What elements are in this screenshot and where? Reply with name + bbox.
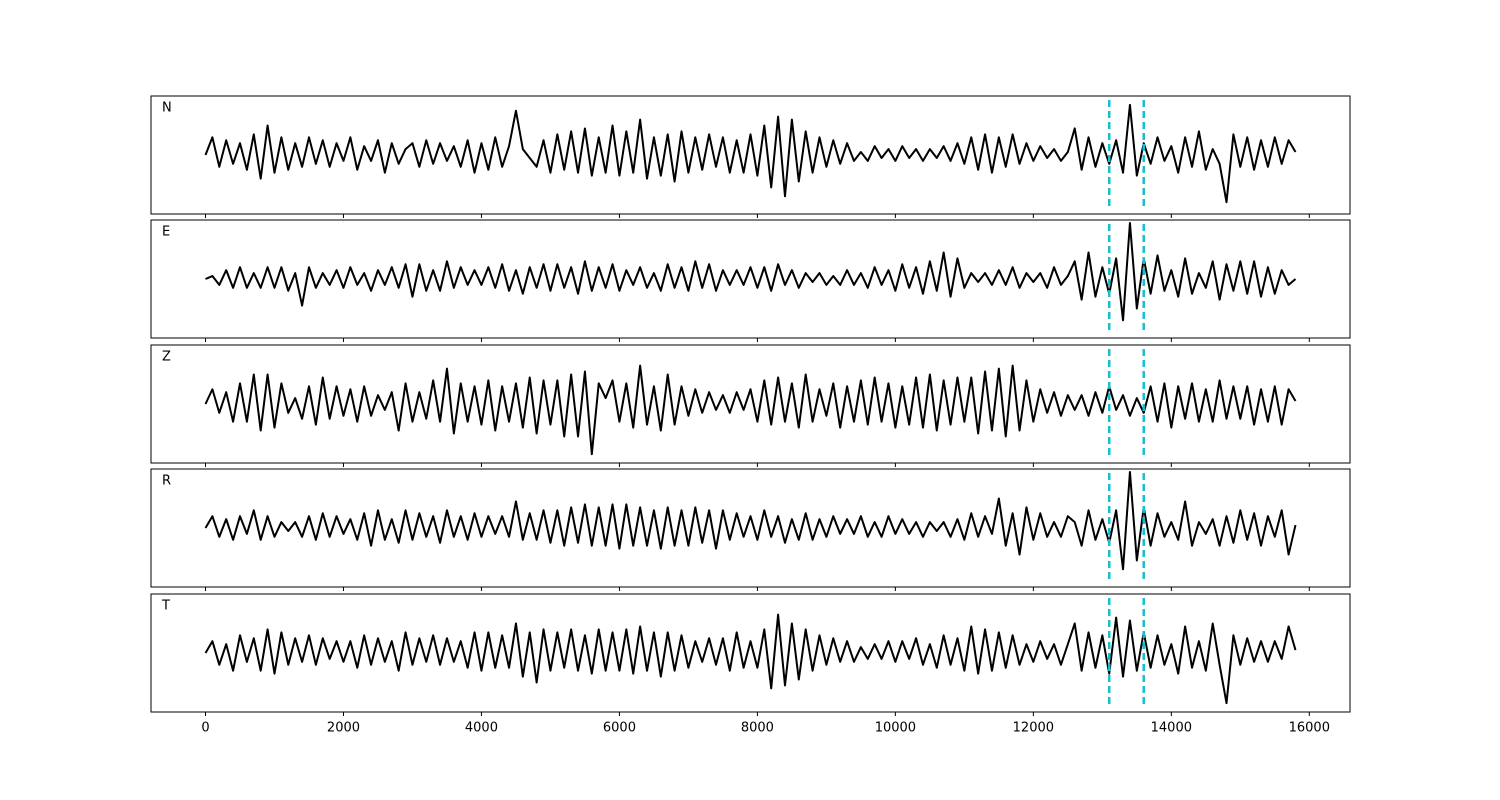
trace — [204, 103, 1297, 204]
x-tick-label: 8000 — [741, 721, 774, 736]
panel-frame — [150, 344, 1351, 464]
panel-label: N — [162, 101, 172, 116]
trace — [204, 364, 1297, 456]
x-tick-label: 0 — [201, 721, 209, 736]
x-tick-label: 12000 — [1013, 721, 1054, 736]
panel-frame — [150, 593, 1351, 713]
trace — [204, 470, 1297, 571]
x-tick-label: 14000 — [1151, 721, 1192, 736]
x-tick-label: 2000 — [327, 721, 360, 736]
x-tick-label: 6000 — [603, 721, 636, 736]
panel-label: E — [162, 225, 170, 240]
panel-frame — [150, 219, 1351, 339]
panel-label: Z — [162, 350, 171, 365]
panel-frame — [150, 95, 1351, 215]
x-tick-label: 4000 — [465, 721, 498, 736]
panel-label: T — [161, 599, 170, 614]
x-tick-label: 16000 — [1289, 721, 1330, 736]
panel-label: R — [162, 474, 171, 489]
trace — [205, 221, 1297, 322]
x-tick-label: 10000 — [875, 721, 916, 736]
panel-frame — [150, 468, 1351, 588]
trace — [204, 613, 1297, 705]
